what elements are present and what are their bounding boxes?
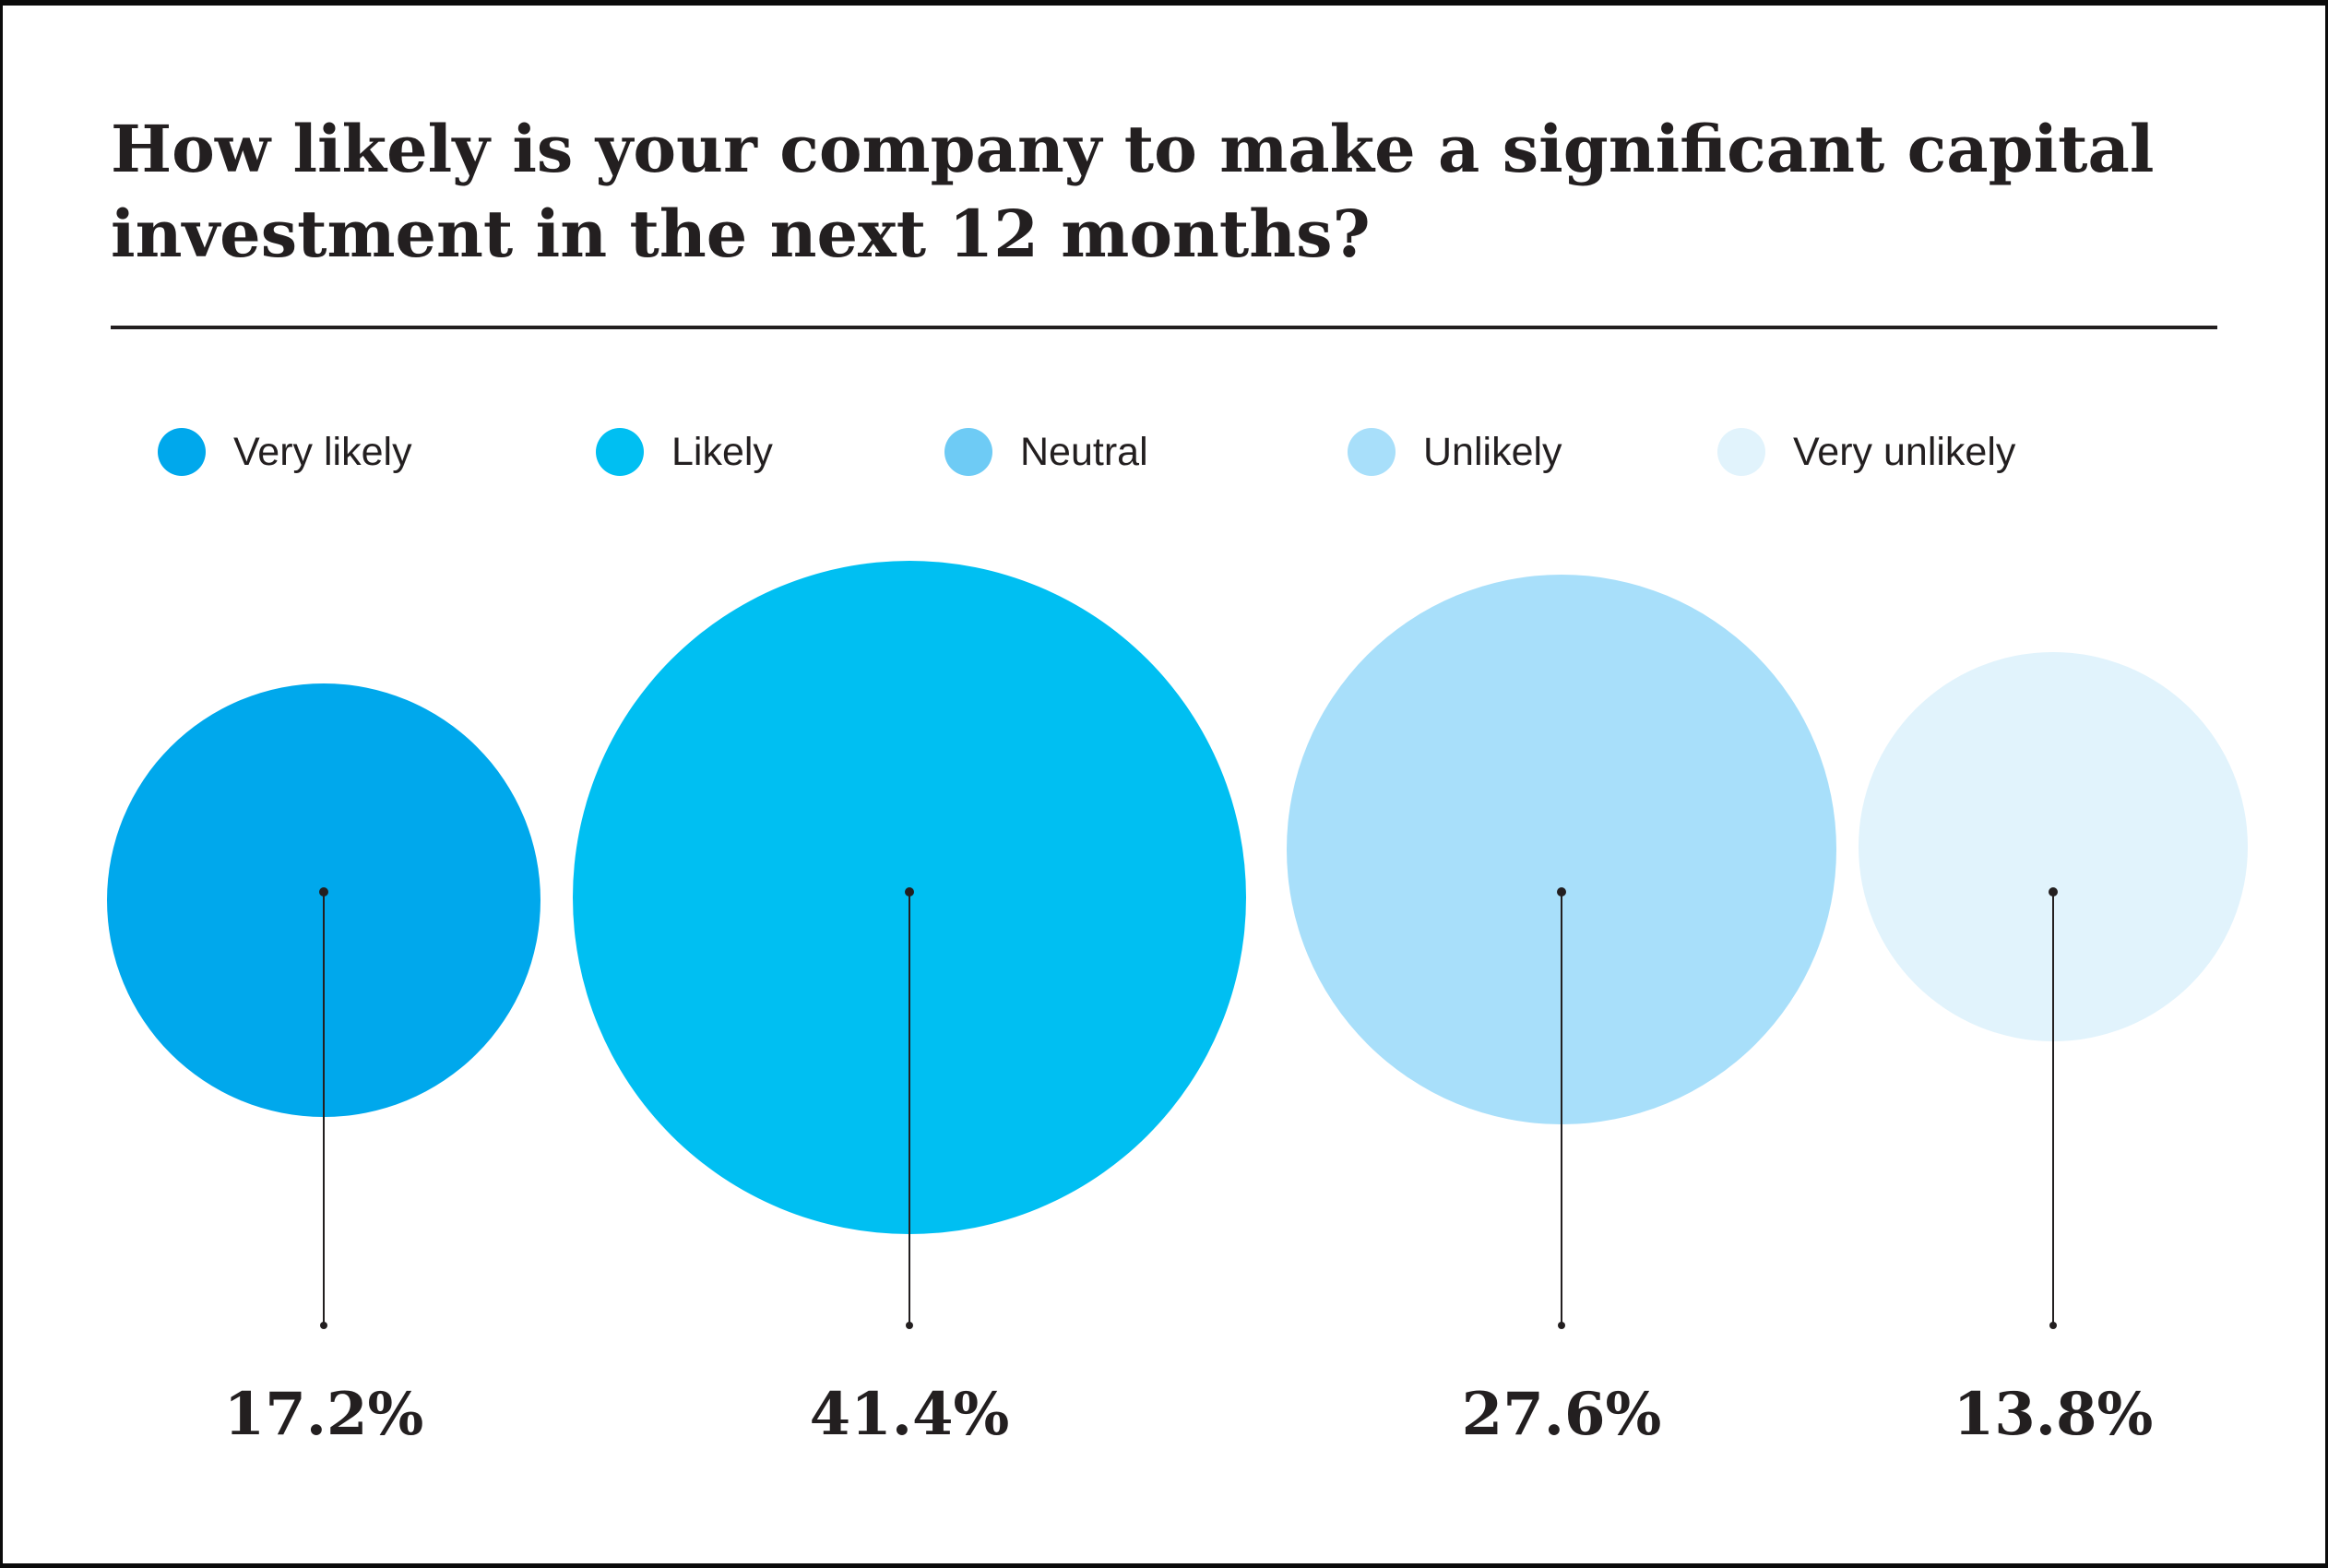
pointer-top-dot — [2049, 887, 2058, 897]
pointer-line-likely — [905, 887, 914, 1329]
legend-dot-likely-icon — [596, 428, 644, 476]
legend-label-likely: Likely — [671, 430, 773, 474]
title-divider — [111, 326, 2217, 329]
pointer-top-dot — [319, 887, 328, 897]
chart-title-line-1: How likely is your company to make a sig… — [111, 111, 2155, 187]
value-label-very-unlikely: 13.8% — [1953, 1380, 2154, 1449]
legend-dot-neutral-icon — [944, 428, 992, 476]
pointer-bottom-dot — [1558, 1322, 1565, 1329]
pointer-line-very-unlikely — [2049, 887, 2058, 1329]
chart-title: How likely is your company to make a sig… — [111, 107, 2154, 277]
pointer-bottom-dot — [320, 1322, 327, 1329]
pointer-line-unlikely — [1557, 887, 1566, 1329]
pointer-bottom-dot — [906, 1322, 913, 1329]
pointer-line-very-likely — [319, 887, 328, 1329]
legend-item-very-unlikely: Very unlikely — [1717, 428, 2015, 476]
legend-dot-very-unlikely-icon — [1717, 428, 1765, 476]
value-label-likely: 41.4% — [809, 1380, 1010, 1449]
legend-item-unlikely: Unlikely — [1348, 428, 1562, 476]
pointer-bottom-dot — [2049, 1322, 2057, 1329]
value-label-very-likely: 17.2% — [223, 1380, 424, 1449]
legend-item-likely: Likely — [596, 428, 773, 476]
chart-title-line-2: investment in the next 12 months? — [111, 196, 1371, 272]
legend-label-neutral: Neutral — [1020, 430, 1148, 474]
legend-label-unlikely: Unlikely — [1423, 430, 1562, 474]
pointer-top-dot — [905, 887, 914, 897]
legend-label-very-unlikely: Very unlikely — [1793, 430, 2016, 474]
legend-label-very-likely: Very likely — [233, 430, 412, 474]
pointer-top-dot — [1557, 887, 1566, 897]
legend-dot-unlikely-icon — [1348, 428, 1396, 476]
legend-dot-very-likely-icon — [158, 428, 206, 476]
legend-item-neutral: Neutral — [944, 428, 1148, 476]
legend-item-very-likely: Very likely — [158, 428, 412, 476]
value-label-unlikely: 27.6% — [1461, 1380, 1662, 1449]
